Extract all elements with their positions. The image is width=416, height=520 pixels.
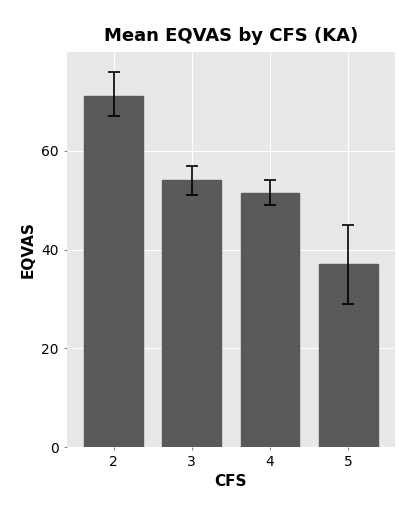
Bar — [162, 180, 221, 447]
Y-axis label: EQVAS: EQVAS — [21, 221, 36, 278]
Bar — [319, 264, 378, 447]
Bar — [84, 96, 143, 447]
Title: Mean EQVAS by CFS (KA): Mean EQVAS by CFS (KA) — [104, 27, 358, 45]
Bar — [241, 193, 300, 447]
X-axis label: CFS: CFS — [215, 474, 247, 489]
